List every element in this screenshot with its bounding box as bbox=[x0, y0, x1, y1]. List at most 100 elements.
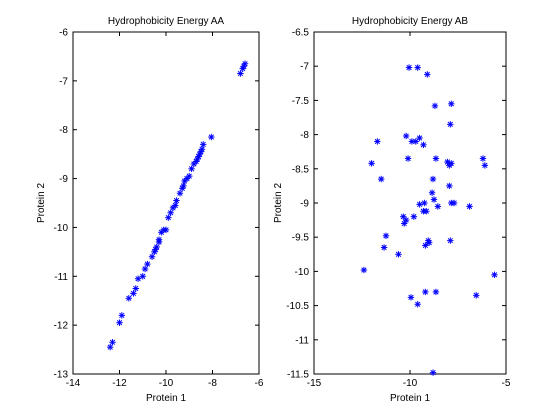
chart-title: Hydrophobicity Energy AB bbox=[352, 16, 469, 27]
data-point bbox=[416, 134, 423, 142]
data-point bbox=[241, 60, 249, 67]
x-tick-label: -10 bbox=[403, 378, 418, 389]
x-tick-label: -15 bbox=[307, 378, 322, 389]
y-tick-label: -12 bbox=[54, 321, 69, 332]
y-tick-label: -6 bbox=[59, 28, 68, 39]
data-point bbox=[188, 165, 195, 172]
data-point bbox=[432, 288, 440, 296]
data-point bbox=[237, 70, 244, 77]
y-tick-label: -11 bbox=[54, 272, 68, 283]
data-point bbox=[434, 203, 442, 210]
data-point bbox=[107, 343, 114, 351]
data-point bbox=[360, 266, 368, 274]
x-tick-label: -5 bbox=[502, 378, 511, 389]
x-axis-label: Protein 1 bbox=[390, 393, 430, 404]
y-tick-label: -10.5 bbox=[286, 301, 309, 312]
data-point bbox=[424, 71, 431, 78]
data-point bbox=[172, 202, 179, 209]
data-point bbox=[410, 213, 418, 220]
data-point bbox=[162, 226, 170, 234]
data-point bbox=[407, 294, 415, 301]
data-point bbox=[450, 199, 458, 207]
data-point bbox=[125, 295, 132, 302]
data-point bbox=[374, 138, 381, 145]
y-tick-label: -7.5 bbox=[292, 96, 310, 107]
data-point bbox=[479, 155, 487, 162]
data-point bbox=[416, 201, 423, 208]
x-tick-label: -8 bbox=[208, 378, 217, 389]
y-tick-label: -9.5 bbox=[292, 233, 310, 244]
data-point bbox=[130, 290, 137, 297]
x-tick-label: -6 bbox=[255, 378, 264, 389]
data-point bbox=[134, 275, 142, 282]
data-point bbox=[431, 102, 439, 110]
data-point bbox=[429, 369, 437, 376]
data-point bbox=[420, 208, 427, 215]
data-point bbox=[144, 260, 151, 268]
data-point bbox=[420, 141, 427, 149]
data-point bbox=[400, 213, 407, 220]
data-point bbox=[425, 237, 432, 244]
y-tick-label: -8 bbox=[300, 130, 309, 141]
y-tick-label: -6.5 bbox=[292, 28, 310, 39]
data-point bbox=[428, 189, 436, 196]
data-point bbox=[414, 301, 421, 308]
data-point bbox=[176, 190, 184, 197]
y-tick-label: -11 bbox=[295, 335, 309, 346]
data-point bbox=[473, 292, 480, 299]
data-point bbox=[404, 155, 412, 162]
data-point bbox=[155, 236, 163, 243]
data-point bbox=[165, 214, 172, 221]
data-point bbox=[421, 199, 428, 207]
data-point bbox=[208, 133, 215, 141]
data-point bbox=[446, 182, 453, 190]
y-tick-label: -8 bbox=[59, 125, 68, 136]
data-point bbox=[167, 209, 174, 216]
data-point bbox=[368, 160, 375, 167]
data-point bbox=[447, 237, 454, 244]
data-point bbox=[200, 141, 207, 148]
data-point bbox=[432, 155, 440, 162]
data-point bbox=[491, 271, 498, 279]
y-tick-label: -10 bbox=[295, 267, 310, 278]
data-point bbox=[118, 312, 126, 319]
y-tick-label: -10 bbox=[54, 223, 69, 234]
data-point bbox=[109, 339, 116, 346]
data-point bbox=[408, 138, 416, 145]
x-tick-label: -14 bbox=[66, 378, 81, 389]
y-tick-label: -13 bbox=[54, 370, 69, 381]
x-tick-label: -12 bbox=[112, 378, 127, 389]
data-point bbox=[139, 273, 146, 280]
data-point bbox=[380, 244, 388, 251]
data-point bbox=[116, 319, 123, 326]
y-tick-label: -7 bbox=[300, 62, 309, 73]
y-tick-label: -9 bbox=[59, 174, 68, 185]
data-point bbox=[395, 251, 402, 258]
data-point bbox=[447, 121, 454, 128]
data-point bbox=[378, 175, 385, 183]
data-point bbox=[448, 100, 455, 108]
data-point bbox=[186, 172, 193, 180]
y-tick-label: -11.5 bbox=[287, 370, 309, 381]
y-tick-label: -7 bbox=[59, 76, 68, 87]
y-tick-label: -8.5 bbox=[292, 164, 310, 175]
data-point bbox=[382, 232, 390, 240]
data-point bbox=[422, 242, 429, 249]
y-tick-label: -9 bbox=[300, 199, 309, 210]
data-point bbox=[402, 132, 410, 140]
data-point bbox=[132, 285, 139, 292]
axes-frame bbox=[72, 31, 260, 375]
chart-title: Hydrophobicity Energy AA bbox=[108, 16, 225, 27]
y-axis-label: Protein 2 bbox=[36, 183, 47, 223]
data-point bbox=[148, 253, 156, 260]
data-point bbox=[466, 203, 473, 210]
x-axis-label: Protein 1 bbox=[146, 393, 186, 404]
x-tick-label: -10 bbox=[159, 378, 174, 389]
data-point bbox=[422, 288, 429, 296]
data-point bbox=[173, 197, 180, 204]
chart-panel-1: Hydrophobicity Energy AA -14 -12 -10 -8 -6 -13… bbox=[36, 16, 264, 404]
data-point bbox=[401, 220, 408, 227]
axes-frame bbox=[313, 31, 507, 375]
data-point bbox=[141, 265, 149, 273]
